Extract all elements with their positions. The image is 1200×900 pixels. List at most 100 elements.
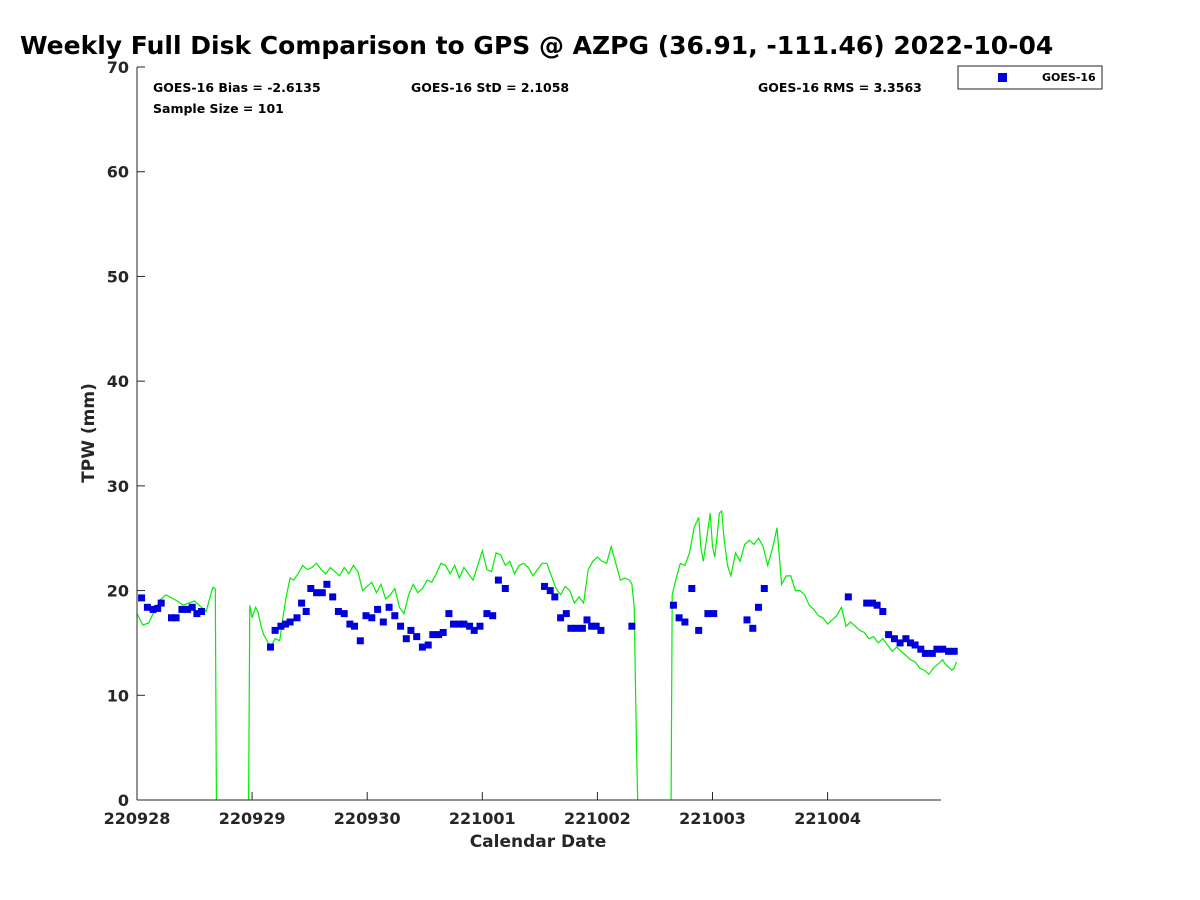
goes16-point xyxy=(466,622,474,630)
goes16-point xyxy=(573,624,581,632)
goes16-point xyxy=(869,599,876,607)
goes16-point xyxy=(385,603,393,611)
goes16-point xyxy=(439,629,447,636)
goes16-point xyxy=(318,589,326,597)
goes16-point xyxy=(374,605,382,613)
goes16-point xyxy=(902,635,910,643)
goes16-point xyxy=(282,620,289,628)
goes16-point xyxy=(407,626,415,634)
goes16-point xyxy=(323,580,331,588)
y-tick-label: 30 xyxy=(107,477,129,496)
goes16-point xyxy=(873,601,881,609)
goes16-point xyxy=(460,620,468,628)
gps-line-segment-1 xyxy=(214,588,217,801)
goes16-point xyxy=(483,610,491,618)
goes16-point xyxy=(939,645,947,653)
goes16-point xyxy=(896,639,904,647)
goes16-point xyxy=(402,635,410,643)
goes16-point xyxy=(541,582,548,590)
gps-line-segment-0 xyxy=(136,586,216,626)
x-tick-label: 221002 xyxy=(564,809,631,828)
goes16-point xyxy=(143,603,151,611)
goes16-point xyxy=(945,647,952,655)
legend-marker-goes16 xyxy=(998,73,1007,82)
goes16-point xyxy=(704,610,712,618)
x-ticks: 220928 220929 220930 221001 221002 221003 2210… xyxy=(104,792,861,828)
goes16-point xyxy=(346,620,354,628)
goes16-point xyxy=(351,622,358,630)
goes16-point xyxy=(921,649,929,657)
goes16-point xyxy=(356,637,364,645)
goes16-point xyxy=(567,624,575,632)
goes16-point xyxy=(188,603,196,611)
goes16-point xyxy=(154,604,162,612)
goes16-point xyxy=(557,614,565,622)
chart-title: Weekly Full Disk Comparison to GPS @ AZP… xyxy=(20,31,1053,60)
goes16-point xyxy=(562,610,570,618)
goes16-point xyxy=(445,610,453,618)
rms-stat: GOES-16 RMS = 3.3563 xyxy=(758,80,922,95)
gps-line-segment-2 xyxy=(248,544,639,801)
y-tick-label: 10 xyxy=(107,686,129,705)
x-tick-label: 221003 xyxy=(679,809,746,828)
goes16-point xyxy=(168,614,175,622)
goes16-point xyxy=(675,614,683,622)
goes16-point xyxy=(583,616,591,624)
legend: GOES-16 xyxy=(957,65,1103,90)
goes16-point xyxy=(917,645,925,653)
goes16-point xyxy=(362,612,370,620)
goes16-point xyxy=(476,622,484,630)
goes16-point xyxy=(863,599,871,607)
goes16-point xyxy=(907,639,914,647)
goes16-point xyxy=(749,624,757,632)
goes16-point xyxy=(669,601,677,609)
goes16-point xyxy=(688,585,696,592)
goes16-point xyxy=(681,618,689,626)
goes16-point xyxy=(138,594,146,602)
goes16-point xyxy=(911,641,919,649)
goes16-point xyxy=(695,626,703,634)
gps-line-layer xyxy=(136,509,958,801)
y-tick-label: 60 xyxy=(107,163,129,182)
y-tick-label: 20 xyxy=(107,582,129,601)
x-tick-label: 220930 xyxy=(334,809,401,828)
goes16-point xyxy=(340,610,348,618)
y-tick-label: 40 xyxy=(107,372,129,391)
goes16-point xyxy=(302,608,310,615)
x-tick-label: 220929 xyxy=(219,809,286,828)
goes16-point xyxy=(418,643,426,651)
goes16-point xyxy=(928,649,936,657)
goes16-point xyxy=(391,612,399,620)
goes16-point xyxy=(450,620,457,628)
goes16-point xyxy=(489,612,497,620)
y-ticks: 0 10 20 30 40 50 60 70 xyxy=(107,58,145,810)
y-tick-label: 70 xyxy=(107,58,129,77)
x-tick-label: 221001 xyxy=(449,809,516,828)
goes16-point xyxy=(329,593,337,601)
goes16-point xyxy=(885,631,893,639)
std-stat: GOES-16 StD = 2.1058 xyxy=(411,80,569,95)
goes16-point xyxy=(494,576,502,584)
x-tick-label: 221004 xyxy=(794,809,861,828)
goes16-point xyxy=(193,610,201,618)
goes16-point xyxy=(334,608,342,615)
goes16-point xyxy=(198,608,205,615)
goes16-point xyxy=(313,589,321,597)
goes16-point xyxy=(277,622,285,630)
goes16-point xyxy=(379,618,387,626)
goes16-point xyxy=(551,593,559,601)
goes16-point xyxy=(588,622,596,630)
y-axis-label: TPW (mm) xyxy=(79,383,99,483)
goes16-point xyxy=(592,622,600,630)
goes16-point xyxy=(501,585,509,592)
goes16-point xyxy=(293,614,301,622)
goes16-point xyxy=(149,605,157,613)
goes16-point xyxy=(710,610,718,618)
goes16-point xyxy=(628,622,636,630)
goes16-point xyxy=(933,645,941,653)
sample-size-stat: Sample Size = 101 xyxy=(153,101,284,116)
goes16-point xyxy=(157,599,165,607)
legend-box xyxy=(957,65,1103,90)
goes16-point xyxy=(844,593,852,601)
